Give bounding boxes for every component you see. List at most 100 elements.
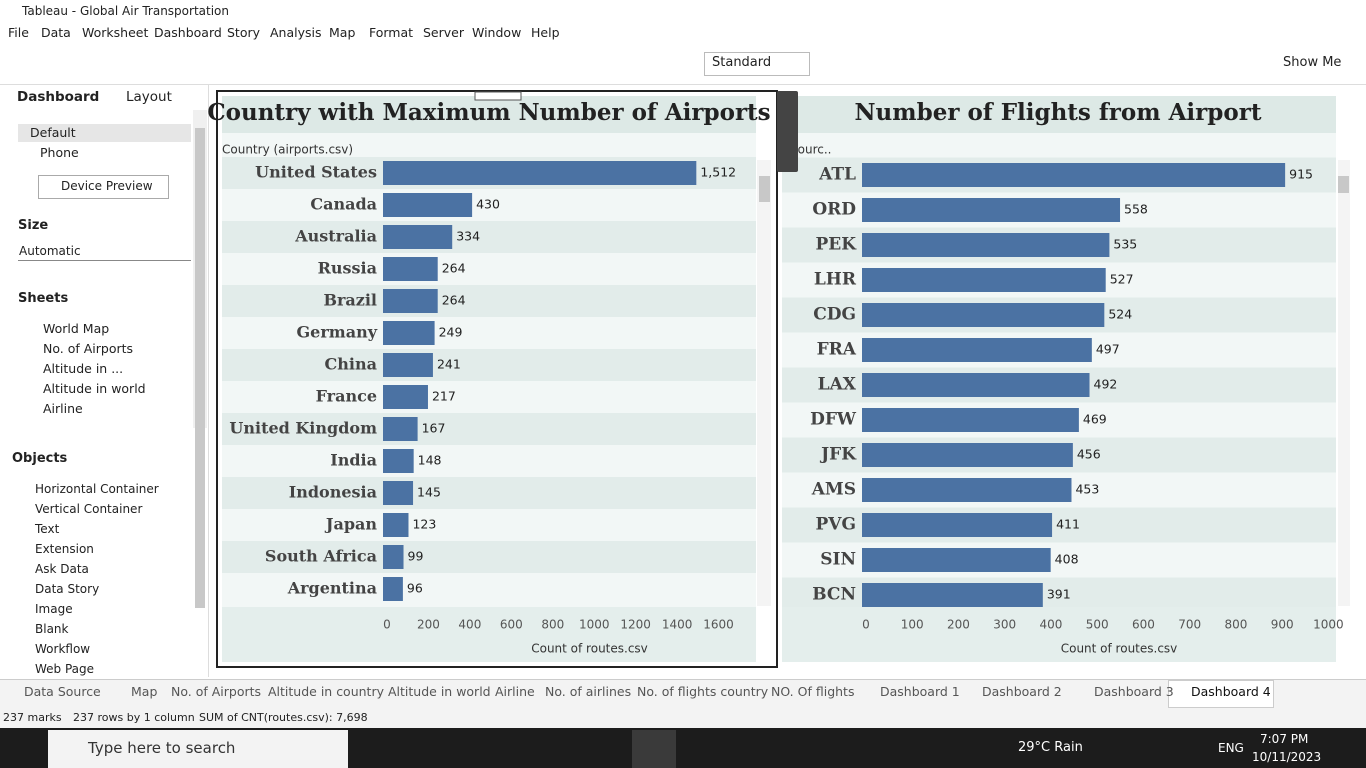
bar (862, 303, 1105, 327)
sheet-tab[interactable]: Dashboard 1 (880, 684, 960, 699)
title-band (782, 96, 1336, 133)
x-tick-label: 900 (1271, 618, 1294, 632)
category-label: United States (255, 163, 377, 182)
sheet-item[interactable]: Altitude in world (43, 381, 146, 396)
selected-container (216, 90, 778, 668)
object-item[interactable]: Text (35, 522, 60, 536)
category-label: PVG (816, 515, 857, 535)
menu-item[interactable]: Map (329, 25, 356, 40)
sheet-tab[interactable]: No. of flights country (637, 684, 769, 699)
sheet-tab[interactable]: Dashboard 3 (1094, 684, 1174, 699)
category-label: India (330, 451, 377, 470)
category-label: ORD (812, 200, 856, 220)
object-item[interactable]: Web Page (35, 662, 95, 676)
tableau-taskbar-icon[interactable] (632, 730, 676, 768)
device-preview-button[interactable] (38, 175, 169, 199)
sheet-tab[interactable]: No. of airlines (545, 684, 632, 699)
object-item[interactable]: Workflow (35, 642, 91, 656)
device[interactable]: Default (30, 125, 76, 140)
value-label: 524 (1108, 307, 1132, 322)
value-label: 411 (1056, 517, 1080, 532)
category-label: JFK (819, 445, 857, 465)
object-item[interactable]: Image (35, 602, 73, 616)
x-tick-label: 0 (862, 618, 870, 632)
sidebar-tab[interactable]: Layout (126, 89, 172, 105)
object-item[interactable]: Blank (35, 622, 69, 636)
sheet-item[interactable]: No. of Airports (43, 341, 134, 356)
sheet-tab[interactable]: Dashboard 4 (1191, 684, 1271, 699)
bar (862, 548, 1051, 572)
category-label: ATL (818, 165, 856, 185)
show-me[interactable]: Show Me (1283, 55, 1342, 70)
row-band (222, 573, 756, 605)
category-label: LHR (814, 270, 857, 290)
menu-item[interactable]: Window (472, 25, 522, 40)
value-label: 430 (476, 197, 500, 212)
category-label: AMS (811, 480, 856, 500)
row-header: Sourc.. (790, 143, 831, 157)
menu-item[interactable]: Analysis (270, 25, 322, 40)
x-tick-label: 1000 (579, 618, 610, 632)
bar (862, 233, 1110, 257)
scroll-thumb[interactable] (195, 128, 205, 608)
clock-time: 7:07 PM (1260, 732, 1309, 746)
value-label: 469 (1083, 412, 1107, 427)
sheet-item[interactable]: World Map (43, 321, 110, 336)
category-label: France (316, 387, 377, 406)
sheet-tab[interactable]: No. of Airports (171, 684, 262, 699)
size-value[interactable]: Automatic (19, 244, 81, 258)
section-heading: Size (18, 218, 49, 233)
sheet-item[interactable]: Altitude in ... (43, 361, 124, 376)
category-label: DFW (810, 410, 857, 430)
bar (383, 417, 418, 441)
object-item[interactable]: Extension (35, 542, 94, 556)
search-text[interactable]: Type here to search (88, 739, 236, 757)
device-preview[interactable]: Device Preview (61, 179, 153, 193)
object-item[interactable]: Vertical Container (35, 502, 143, 516)
chart-title: Country with Maximum Number of Airports (207, 99, 770, 126)
menu-item[interactable]: Data (41, 25, 71, 40)
sheet-tab[interactable]: NO. Of flights (771, 684, 855, 699)
sheet-tab[interactable]: Airline (495, 684, 535, 699)
value-label: 264 (442, 293, 466, 308)
size-underline (18, 260, 191, 261)
object-item[interactable]: Ask Data (35, 562, 89, 576)
value-label: 492 (1094, 377, 1118, 392)
scrollbar (1338, 160, 1350, 606)
menu-item[interactable]: Format (369, 25, 414, 40)
bar (862, 443, 1073, 467)
sheet-tab[interactable]: Altitude in country (268, 684, 384, 699)
menu-item[interactable]: Help (531, 25, 560, 40)
mode-label[interactable]: Standard (712, 55, 772, 70)
sheet-tab[interactable]: Altitude in world (388, 684, 491, 699)
sheet-tab[interactable]: Data Source (24, 684, 101, 699)
bar (383, 193, 473, 217)
value-label: 527 (1110, 272, 1134, 287)
device[interactable]: Phone (40, 145, 79, 160)
value-label: 123 (412, 517, 436, 532)
x-tick-label: 200 (417, 618, 440, 632)
menu-item[interactable]: Dashboard (154, 25, 222, 40)
menu-item[interactable]: Story (227, 25, 261, 40)
mode-dropdown[interactable] (704, 52, 810, 76)
sheet-item[interactable]: Airline (43, 401, 83, 416)
menu-item[interactable]: Worksheet (82, 25, 149, 40)
floating-toolbar (777, 91, 798, 172)
object-item[interactable]: Horizontal Container (35, 482, 159, 496)
sheet-tab[interactable]: Map (131, 684, 158, 699)
value-label: 408 (1055, 552, 1079, 567)
search-box[interactable] (48, 730, 348, 768)
bar (383, 321, 435, 345)
sheet-tab[interactable]: Dashboard 2 (982, 684, 1062, 699)
object-item[interactable]: Data Story (35, 582, 100, 596)
sidebar-tab[interactable]: Dashboard (17, 89, 100, 105)
x-tick-label: 1600 (703, 618, 734, 632)
value-label: 249 (439, 325, 463, 340)
value-label: 264 (442, 261, 466, 276)
status-bar (0, 708, 1366, 728)
bar (383, 385, 428, 409)
menu-item[interactable]: File (8, 25, 29, 40)
menu-item[interactable]: Server (423, 25, 464, 40)
category-label: China (325, 355, 377, 374)
